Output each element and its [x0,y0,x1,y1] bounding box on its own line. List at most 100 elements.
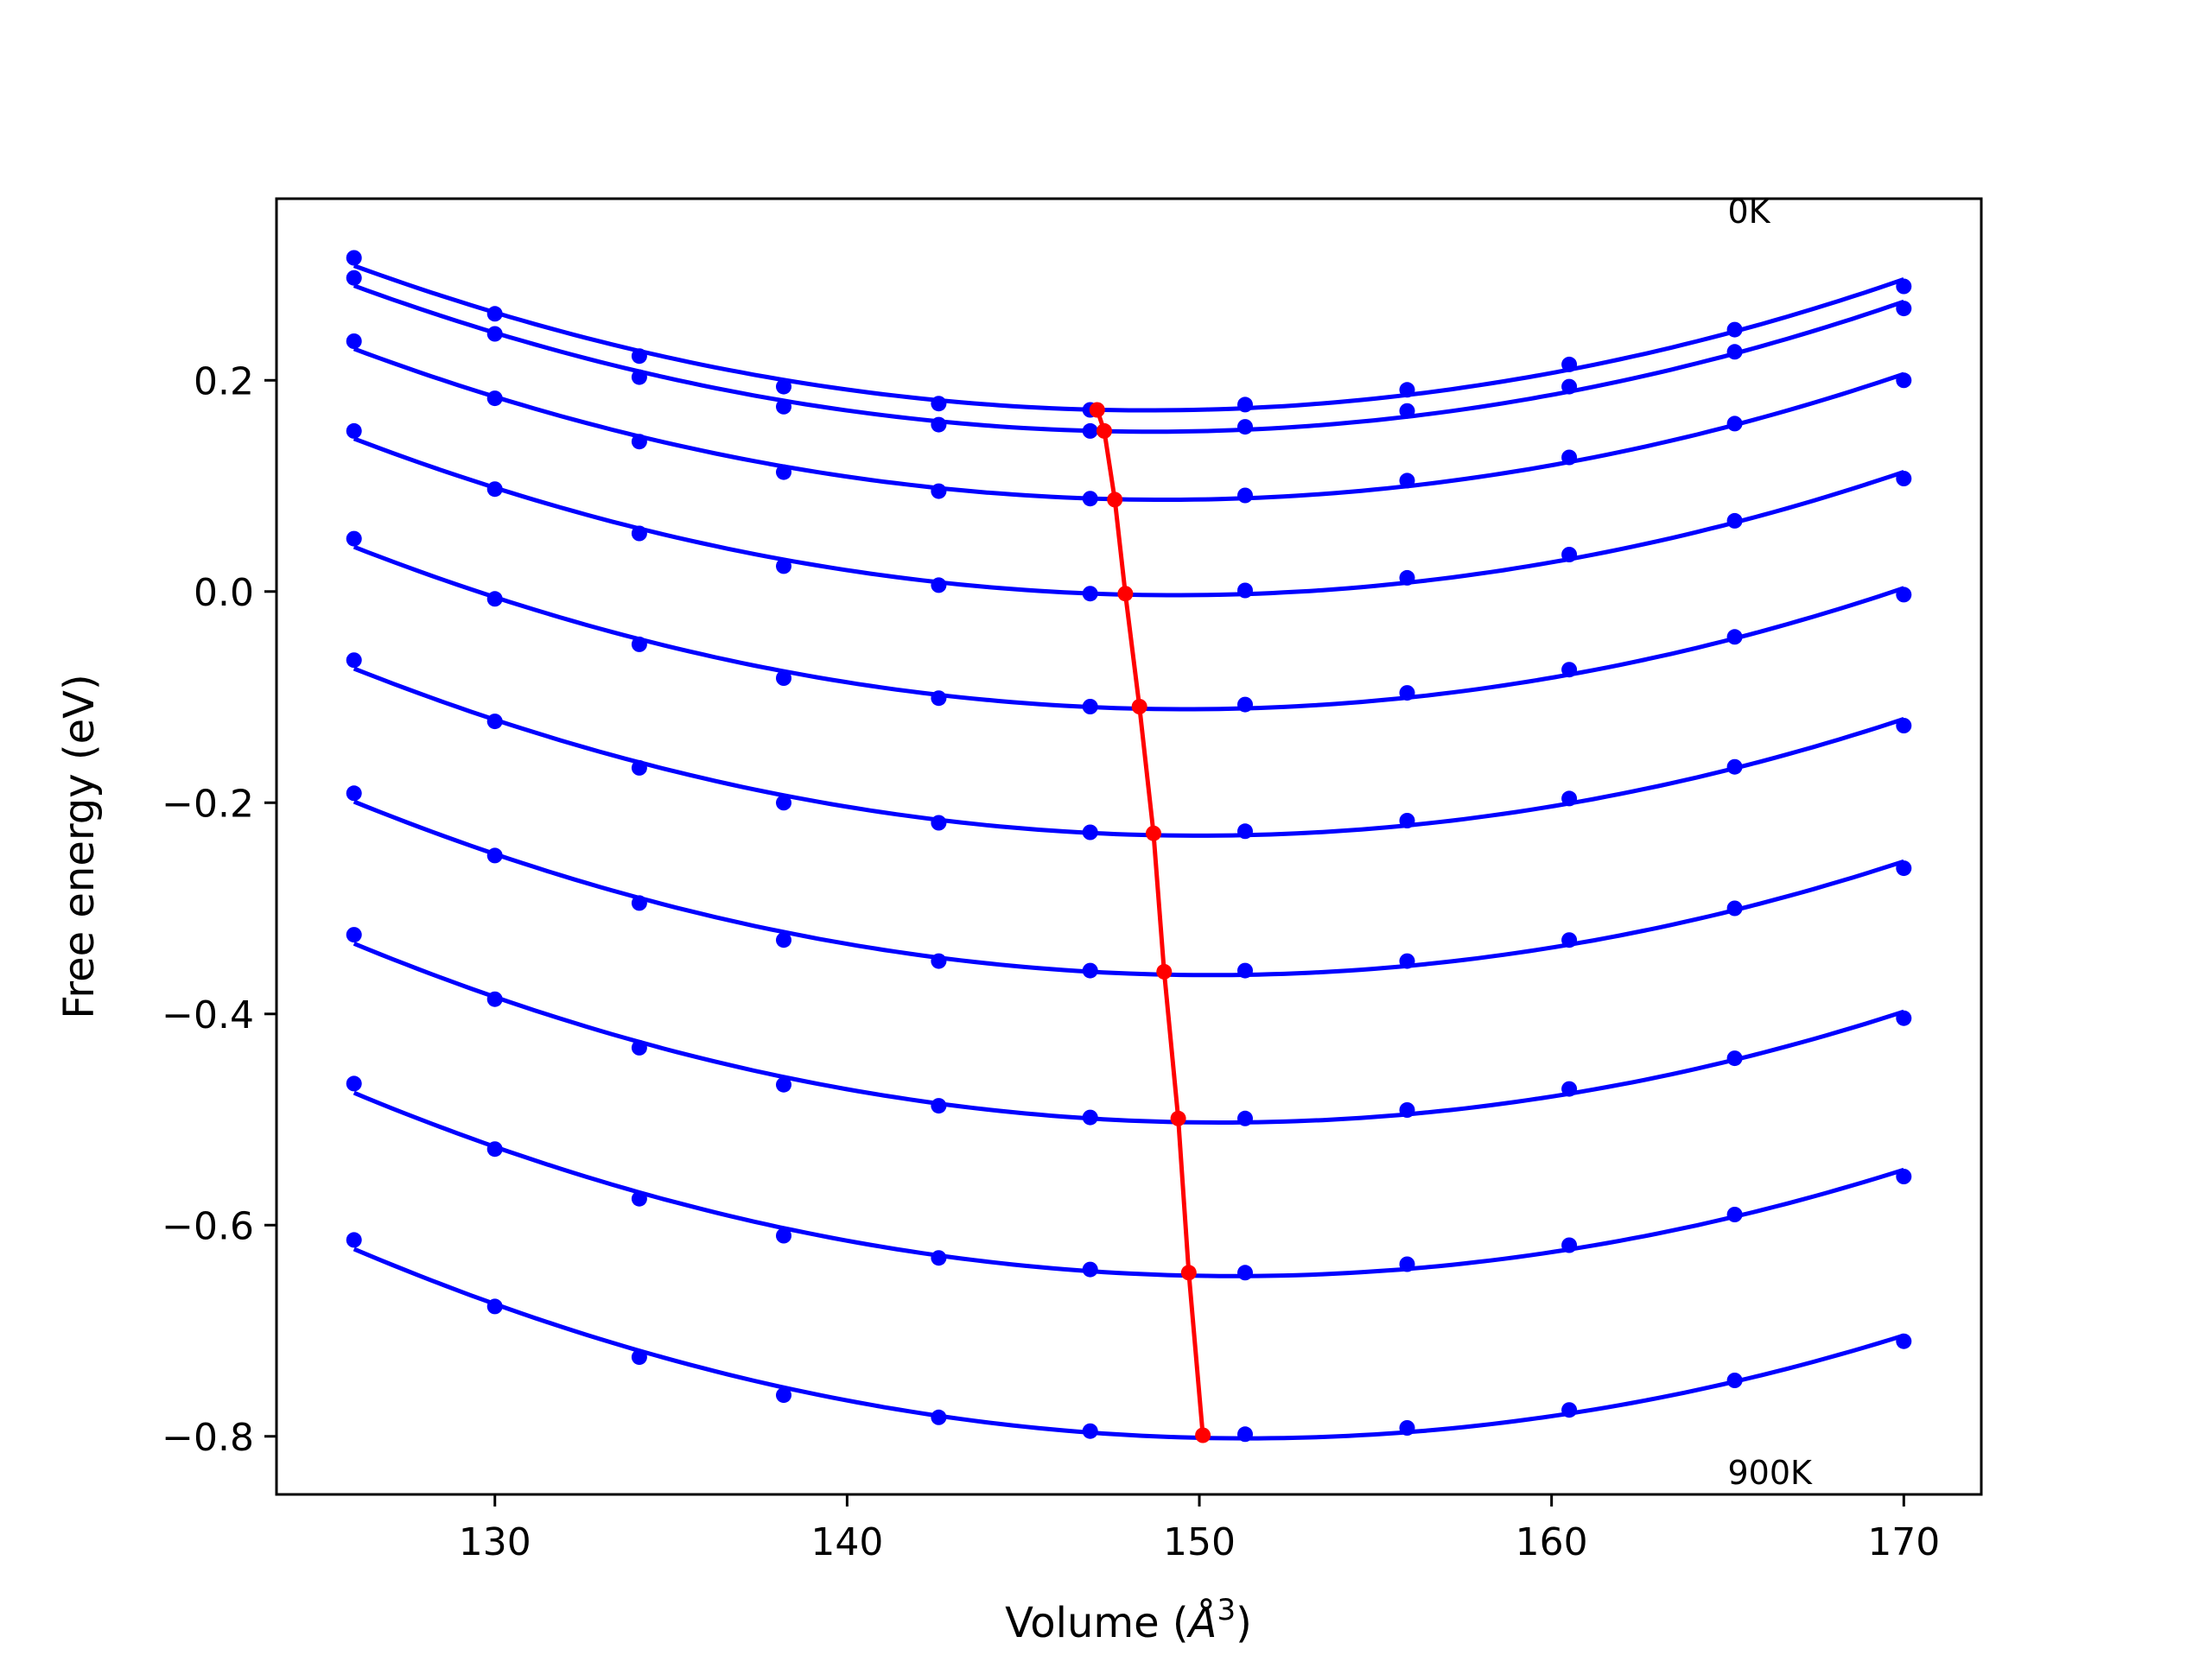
series-6-point [486,847,503,864]
series-1-point [631,369,647,385]
minimum-point [1131,699,1147,714]
minimum-point [1156,963,1173,980]
x-tick-label: 130 [459,1520,531,1564]
series-7-point [931,1098,947,1114]
series-5-curve [353,666,1905,838]
series-8-point [486,1141,503,1158]
x-axis-label: Volume (Å3) [1005,1593,1252,1647]
y-axis-label: Free energy (eV) [55,674,104,1018]
series-3-point [1399,569,1415,586]
series-4-point [776,670,791,686]
series-8-point [1082,1261,1098,1278]
series-0-point [1399,382,1415,398]
x-tick-label: 170 [1867,1520,1940,1564]
series-0-point [1237,396,1253,413]
minimum-point [1107,492,1123,508]
series-7-curve [353,941,1905,1125]
series-9-point [1082,1423,1098,1439]
series-1-point [1896,301,1912,317]
series-9-point [931,1409,947,1425]
series-1-point [931,416,947,433]
series-9-point [1399,1420,1415,1436]
series-7-point [1237,1110,1253,1126]
curve-annotation: 0K [1727,193,1770,231]
series-3-point [1237,582,1253,599]
series-6-point [776,932,791,948]
plot-frame [275,197,1983,1496]
curve-annotation: 900K [1727,1454,1813,1492]
series-3-point [486,481,503,498]
series-6-curve [353,799,1905,978]
x-axis-label-text: Volume ( [1005,1599,1189,1647]
series-7-point [486,991,503,1007]
series-5-point [776,795,791,811]
series-3-point [1896,471,1912,486]
series-3-point [1726,512,1743,529]
y-tick-label: −0.8 [162,1416,254,1460]
series-5-point [1726,758,1743,775]
series-6-point [631,895,647,911]
series-8-point [346,1075,362,1092]
series-2-point [931,483,947,499]
x-axis-ticks: 130 140 150 160 170 [459,1494,1940,1564]
series-2-point [1726,416,1743,432]
series-6 [346,785,1912,979]
series-0-point [1561,356,1578,372]
series-layer [346,250,1912,1443]
series-5-point [346,652,362,669]
series-0-curve [353,263,1905,413]
x-tick-label: 150 [1163,1520,1236,1564]
series-2-point [776,464,791,480]
series-4-point [1237,696,1253,713]
x-axis-label-exponent: 3 [1217,1593,1236,1627]
series-2-point [346,333,362,349]
minimum-line-layer [1089,402,1211,1443]
series-0-point [486,306,503,322]
series-1-point [486,326,503,342]
series-6-point [1082,962,1098,979]
series-5-point [631,759,647,776]
series-6-point [1237,962,1253,979]
x-tick-label: 140 [810,1520,883,1564]
series-2-point [631,434,647,450]
series-5-point [1237,823,1253,840]
series-7-point [776,1076,791,1093]
series-2-point [1237,487,1253,504]
series-7 [346,927,1912,1126]
series-4-point [931,690,947,707]
minimum-point [1180,1265,1197,1281]
x-tick-label: 160 [1516,1520,1588,1564]
series-1-point [1561,378,1578,395]
series-7-point [1896,1010,1912,1026]
x-axis-label-unit: Å [1186,1598,1217,1647]
series-9-point [1561,1402,1578,1418]
minimum-point [1117,586,1134,602]
series-9-point [1726,1373,1743,1388]
series-1-point [346,270,362,286]
series-4-point [1896,587,1912,603]
series-5 [346,652,1912,841]
series-6-point [931,953,947,969]
series-2-point [1399,473,1415,489]
series-0-point [776,378,791,395]
series-6-point [1561,932,1578,948]
series-1-point [1399,403,1415,419]
series-9-point [486,1298,503,1315]
series-7-point [631,1039,647,1056]
series-7-point [1561,1081,1578,1097]
series-8-point [1726,1207,1743,1222]
series-4-point [631,636,647,652]
series-5-point [1896,718,1912,733]
series-0-point [631,348,647,365]
minimum-line [1095,409,1205,1436]
minimum-point [1089,402,1105,418]
series-7-point [1082,1109,1098,1126]
series-6-point [1896,860,1912,877]
series-6-point [1399,953,1415,969]
y-axis-ticks: 0.2 0.0 −0.2 −0.4 −0.6 −0.8 [162,359,276,1460]
annotation-layer: 0K 900K [1727,193,1813,1492]
series-3-point [631,525,647,542]
